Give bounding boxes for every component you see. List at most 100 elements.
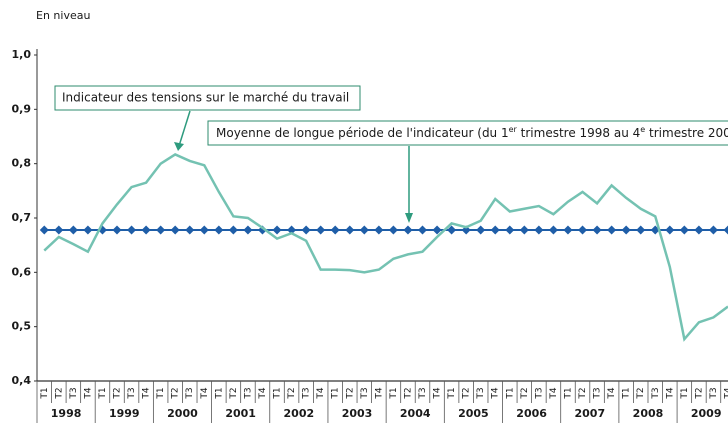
year-label: 2009 <box>691 407 722 420</box>
x-tick-label: T1 <box>40 387 50 399</box>
diamond-marker <box>592 225 602 235</box>
x-tick-label: T4 <box>83 387 93 399</box>
diamond-marker <box>301 225 311 235</box>
diamond-marker <box>505 225 515 235</box>
x-tick-label: T2 <box>345 387 355 399</box>
x-tick-label: T4 <box>316 387 326 399</box>
x-tick-label: T4 <box>665 387 675 399</box>
diamond-marker <box>418 225 428 235</box>
x-tick-label: T1 <box>214 387 224 399</box>
y-tick-label: 0,7 <box>12 211 32 224</box>
diamond-marker <box>228 225 238 235</box>
x-tick-label: T3 <box>709 387 719 399</box>
x-tick-label: T1 <box>156 387 166 399</box>
diamond-marker <box>447 225 457 235</box>
diamond-marker <box>694 225 704 235</box>
diamond-marker <box>359 225 369 235</box>
diamond-marker <box>83 225 93 235</box>
diamond-marker <box>199 225 209 235</box>
diamond-marker <box>272 225 282 235</box>
x-tick-label: T2 <box>229 387 239 399</box>
diamond-marker <box>563 225 573 235</box>
x-tick-label: T3 <box>593 387 603 399</box>
x-tick-label: T1 <box>273 387 283 399</box>
year-label: 2003 <box>342 407 373 420</box>
x-tick-label: T3 <box>418 387 428 399</box>
series-line <box>43 153 728 342</box>
x-tick-label: T1 <box>563 387 573 399</box>
x-tick-label: T1 <box>622 387 632 399</box>
x-tick-label: T4 <box>724 387 728 399</box>
year-label: 2005 <box>458 407 489 420</box>
diamond-marker <box>330 225 340 235</box>
y-tick-label: 0,9 <box>12 102 32 115</box>
x-tick-label: T2 <box>287 387 297 399</box>
diamond-marker <box>112 225 122 235</box>
year-label: 2000 <box>167 407 198 420</box>
diamond-marker <box>170 225 180 235</box>
diamond-marker <box>243 225 253 235</box>
year-label: 2001 <box>225 407 256 420</box>
diamond-marker <box>679 225 689 235</box>
diamond-marker <box>54 225 64 235</box>
diamond-marker <box>607 225 617 235</box>
x-tick-label: T3 <box>651 387 661 399</box>
x-tick-label: T2 <box>520 387 530 399</box>
year-label: 2002 <box>284 407 315 420</box>
diamond-marker <box>388 225 398 235</box>
diamond-marker <box>156 225 166 235</box>
diamond-marker <box>636 225 646 235</box>
diamond-marker <box>214 225 224 235</box>
superscript: er <box>509 125 518 134</box>
x-tick-label: T4 <box>142 387 152 399</box>
diamond-marker <box>287 225 297 235</box>
x-tick-label: T1 <box>98 387 108 399</box>
arrow-head <box>174 142 184 151</box>
y-tick-label: 1,0 <box>12 48 32 61</box>
x-tick-label: T2 <box>636 387 646 399</box>
annotation-text: Moyenne de longue période de l'indicateu… <box>216 125 728 140</box>
x-tick-label: T2 <box>578 387 588 399</box>
x-tick-label: T1 <box>331 387 341 399</box>
x-tick-label: T1 <box>389 387 399 399</box>
diamond-marker <box>519 225 529 235</box>
x-tick-label: T4 <box>374 387 384 399</box>
x-tick-label: T4 <box>491 387 501 399</box>
annotation-box <box>54 85 361 111</box>
diamond-marker <box>708 225 718 235</box>
diamond-marker <box>621 225 631 235</box>
x-tick-label: T1 <box>680 387 690 399</box>
x-tick-label: T4 <box>607 387 617 399</box>
x-tick-label: T1 <box>505 387 515 399</box>
x-tick-label: T3 <box>534 387 544 399</box>
year-label: 2006 <box>516 407 547 420</box>
superscript: e <box>640 125 645 134</box>
diamond-marker <box>403 225 413 235</box>
y-tick-label: 0,4 <box>12 374 32 387</box>
year-label: 2007 <box>574 407 605 420</box>
x-tick-label: T4 <box>549 387 559 399</box>
y-axis-label: En niveau <box>36 9 90 22</box>
year-label: 1999 <box>109 407 140 420</box>
diamond-marker <box>723 225 728 235</box>
year-label: 2008 <box>633 407 664 420</box>
diamond-marker <box>185 225 195 235</box>
diamond-marker <box>476 225 486 235</box>
diamond-marker <box>68 225 78 235</box>
annotation-arrow <box>178 110 191 147</box>
diamond-marker <box>127 225 137 235</box>
annotation-text: Indicateur des tensions sur le marché du… <box>62 91 349 105</box>
x-tick-label: T2 <box>113 387 123 399</box>
x-tick-label: T3 <box>69 387 79 399</box>
x-tick-label: T2 <box>694 387 704 399</box>
text-part: Moyenne de longue période de l'indicateu… <box>216 126 509 140</box>
diamond-marker <box>490 225 500 235</box>
x-tick-label: T3 <box>127 387 137 399</box>
diamond-marker <box>345 225 355 235</box>
x-tick-label: T3 <box>360 387 370 399</box>
text-part: trimestre 2009) <box>645 126 728 140</box>
x-tick-label: T1 <box>447 387 457 399</box>
x-tick-label: T3 <box>476 387 486 399</box>
x-tick-label: T3 <box>185 387 195 399</box>
